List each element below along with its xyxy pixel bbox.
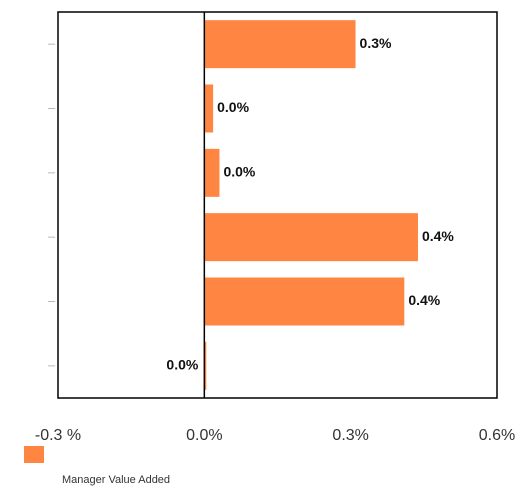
value-label: 0.0% (166, 357, 198, 373)
value-label: 0.3% (360, 35, 392, 51)
bar (204, 20, 356, 69)
plot-frame (57, 11, 498, 399)
x-tick-label: 0.6% (479, 427, 515, 444)
value-label: 0.0% (223, 164, 255, 180)
x-tick-label: 0.3% (332, 427, 368, 444)
bar (204, 277, 405, 326)
legend-swatch (24, 446, 44, 463)
value-label: 0.4% (408, 292, 440, 308)
bar (204, 213, 418, 262)
legend-label: Manager Value Added (62, 474, 170, 486)
value-label: 0.4% (422, 228, 454, 244)
bar (204, 84, 214, 133)
bar (204, 341, 207, 390)
value-label: 0.0% (217, 99, 249, 115)
x-tick-label: 0.0% (186, 427, 222, 444)
x-tick-label: -0.3 % (35, 427, 81, 444)
bar (204, 148, 220, 197)
